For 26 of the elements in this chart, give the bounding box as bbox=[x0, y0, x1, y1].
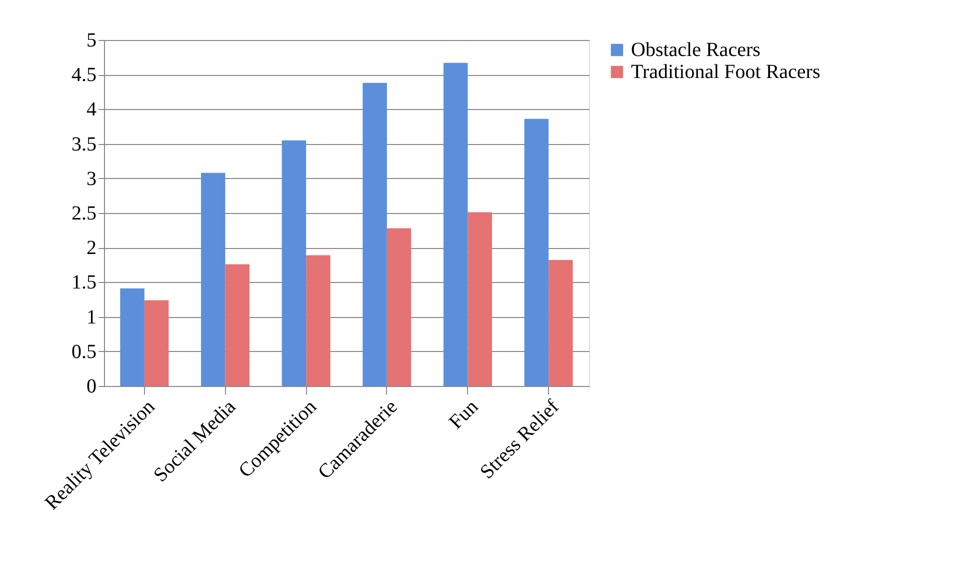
bar bbox=[444, 62, 468, 386]
y-tick-label: 3.5 bbox=[72, 133, 96, 156]
bar bbox=[144, 300, 169, 386]
bar bbox=[306, 255, 330, 386]
x-tick-label: Fun bbox=[445, 396, 483, 434]
legend-label: Obstacle Racers bbox=[631, 39, 761, 61]
y-tick-label: 2 bbox=[86, 237, 96, 260]
bar bbox=[524, 118, 549, 386]
bar bbox=[225, 264, 250, 386]
y-tick-label: 1 bbox=[86, 306, 96, 328]
bar bbox=[201, 172, 226, 386]
bar bbox=[120, 288, 144, 386]
legend-label: Traditional Foot Racers bbox=[631, 61, 820, 83]
y-tick-label: 0.5 bbox=[72, 340, 96, 363]
bar bbox=[468, 212, 492, 386]
y-tick-label: 5 bbox=[86, 30, 96, 52]
bar bbox=[282, 140, 306, 386]
bar bbox=[548, 260, 573, 386]
y-tick-label: 0 bbox=[86, 376, 96, 398]
y-tick-label: 4 bbox=[86, 98, 96, 121]
bar bbox=[386, 228, 412, 386]
y-tick-label: 1.5 bbox=[72, 272, 96, 294]
y-tick-label: 4.5 bbox=[72, 64, 96, 86]
y-tick-label: 2.5 bbox=[72, 202, 96, 224]
bar bbox=[362, 82, 387, 386]
y-tick-label: 3 bbox=[86, 168, 96, 190]
